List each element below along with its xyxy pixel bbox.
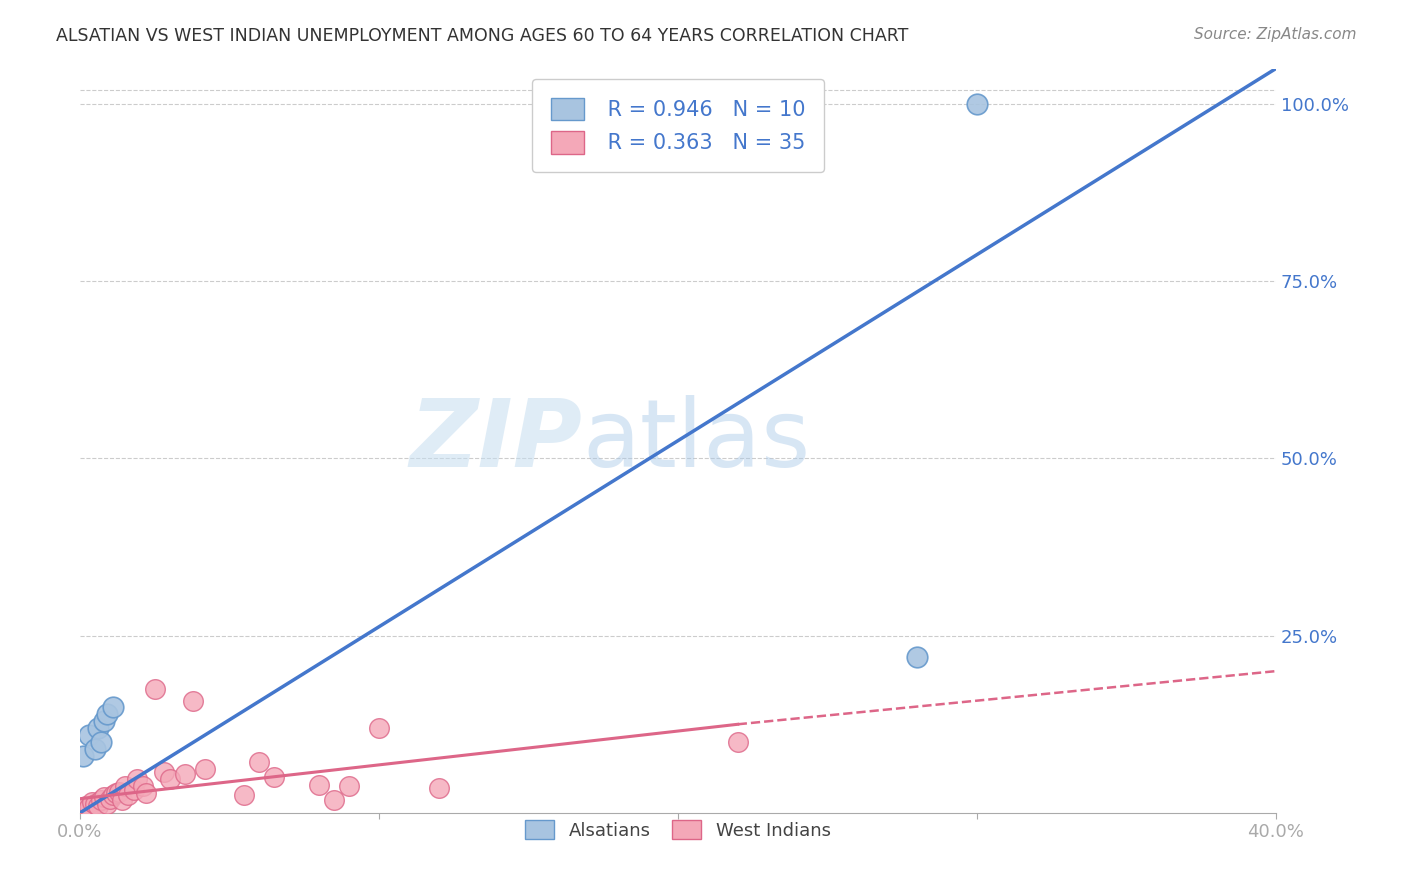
Point: [159, 772, 181, 786]
Point: [90, 793, 112, 807]
Point: [72, 749, 94, 764]
Point: [107, 784, 129, 798]
Text: ZIP: ZIP: [409, 395, 582, 487]
Text: Source: ZipAtlas.com: Source: ZipAtlas.com: [1194, 27, 1357, 42]
Point: [83, 797, 105, 812]
Point: [111, 793, 134, 807]
Point: [101, 788, 124, 802]
Point: [93, 790, 115, 805]
Point: [101, 699, 124, 714]
Point: [77, 728, 100, 742]
Point: [125, 772, 148, 786]
Point: [427, 781, 450, 796]
Point: [90, 735, 112, 749]
Point: [727, 735, 749, 749]
Point: [194, 762, 217, 776]
Point: [96, 706, 118, 721]
Point: [117, 788, 139, 802]
Point: [87, 798, 110, 813]
Point: [104, 786, 127, 800]
Point: [96, 797, 118, 812]
Point: [122, 783, 145, 797]
Point: [87, 721, 110, 735]
Legend:  R = 0.946   N = 10,  R = 0.363   N = 35: R = 0.946 N = 10, R = 0.363 N = 35: [531, 78, 824, 172]
Point: [80, 795, 103, 809]
Point: [905, 649, 928, 664]
Point: [143, 681, 166, 696]
Point: [323, 793, 346, 807]
Point: [93, 714, 115, 728]
Point: [173, 767, 195, 781]
Point: [135, 786, 157, 800]
Point: [72, 802, 94, 816]
Point: [183, 694, 205, 708]
Point: [114, 779, 136, 793]
Point: [83, 742, 105, 756]
Point: [263, 771, 285, 785]
Point: [308, 778, 330, 792]
Point: [337, 779, 360, 793]
Point: [367, 721, 389, 735]
Point: [77, 800, 100, 814]
Point: [98, 791, 121, 805]
Point: [966, 97, 988, 112]
Text: atlas: atlas: [582, 395, 810, 487]
Point: [75, 798, 97, 813]
Text: ALSATIAN VS WEST INDIAN UNEMPLOYMENT AMONG AGES 60 TO 64 YEARS CORRELATION CHART: ALSATIAN VS WEST INDIAN UNEMPLOYMENT AMO…: [56, 27, 908, 45]
Point: [247, 755, 270, 769]
Point: [152, 764, 174, 779]
Point: [233, 788, 256, 802]
Point: [131, 779, 153, 793]
